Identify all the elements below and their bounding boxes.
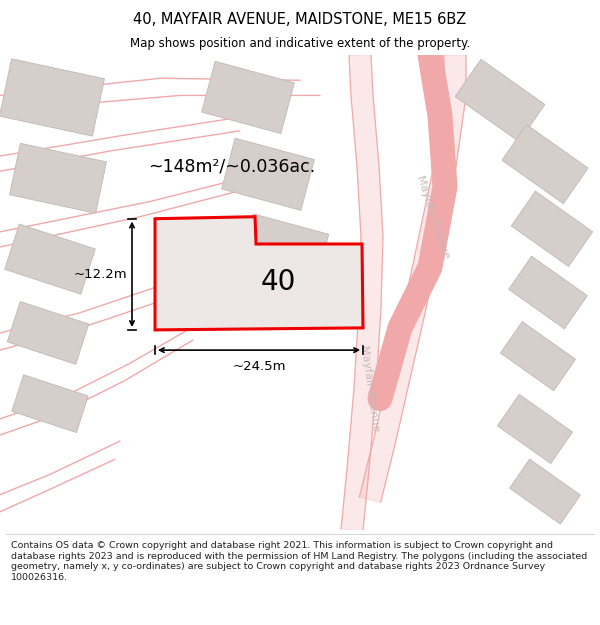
Polygon shape bbox=[511, 191, 593, 266]
Polygon shape bbox=[5, 224, 95, 294]
Text: ~12.2m: ~12.2m bbox=[73, 268, 127, 281]
Polygon shape bbox=[0, 59, 104, 136]
Text: Mayfair Avenue: Mayfair Avenue bbox=[415, 174, 451, 259]
Polygon shape bbox=[221, 138, 314, 211]
Polygon shape bbox=[341, 54, 383, 531]
Polygon shape bbox=[509, 256, 587, 329]
Polygon shape bbox=[497, 394, 572, 464]
Polygon shape bbox=[502, 124, 588, 204]
Text: 40, MAYFAIR AVENUE, MAIDSTONE, ME15 6BZ: 40, MAYFAIR AVENUE, MAIDSTONE, ME15 6BZ bbox=[133, 12, 467, 27]
Polygon shape bbox=[359, 55, 466, 503]
Polygon shape bbox=[12, 375, 88, 432]
Text: Contains OS data © Crown copyright and database right 2021. This information is : Contains OS data © Crown copyright and d… bbox=[11, 541, 587, 582]
Polygon shape bbox=[509, 459, 580, 524]
Polygon shape bbox=[500, 322, 575, 391]
Polygon shape bbox=[7, 301, 89, 364]
Polygon shape bbox=[155, 217, 363, 330]
Text: Map shows position and indicative extent of the property.: Map shows position and indicative extent… bbox=[130, 38, 470, 51]
Polygon shape bbox=[202, 61, 295, 134]
Polygon shape bbox=[10, 143, 106, 213]
Text: Mayfair Avenue: Mayfair Avenue bbox=[359, 345, 381, 432]
Text: ~148m²/~0.036ac.: ~148m²/~0.036ac. bbox=[148, 157, 315, 175]
Text: ~24.5m: ~24.5m bbox=[232, 360, 286, 373]
Polygon shape bbox=[455, 59, 545, 142]
Polygon shape bbox=[241, 214, 329, 280]
Text: 40: 40 bbox=[260, 268, 296, 296]
